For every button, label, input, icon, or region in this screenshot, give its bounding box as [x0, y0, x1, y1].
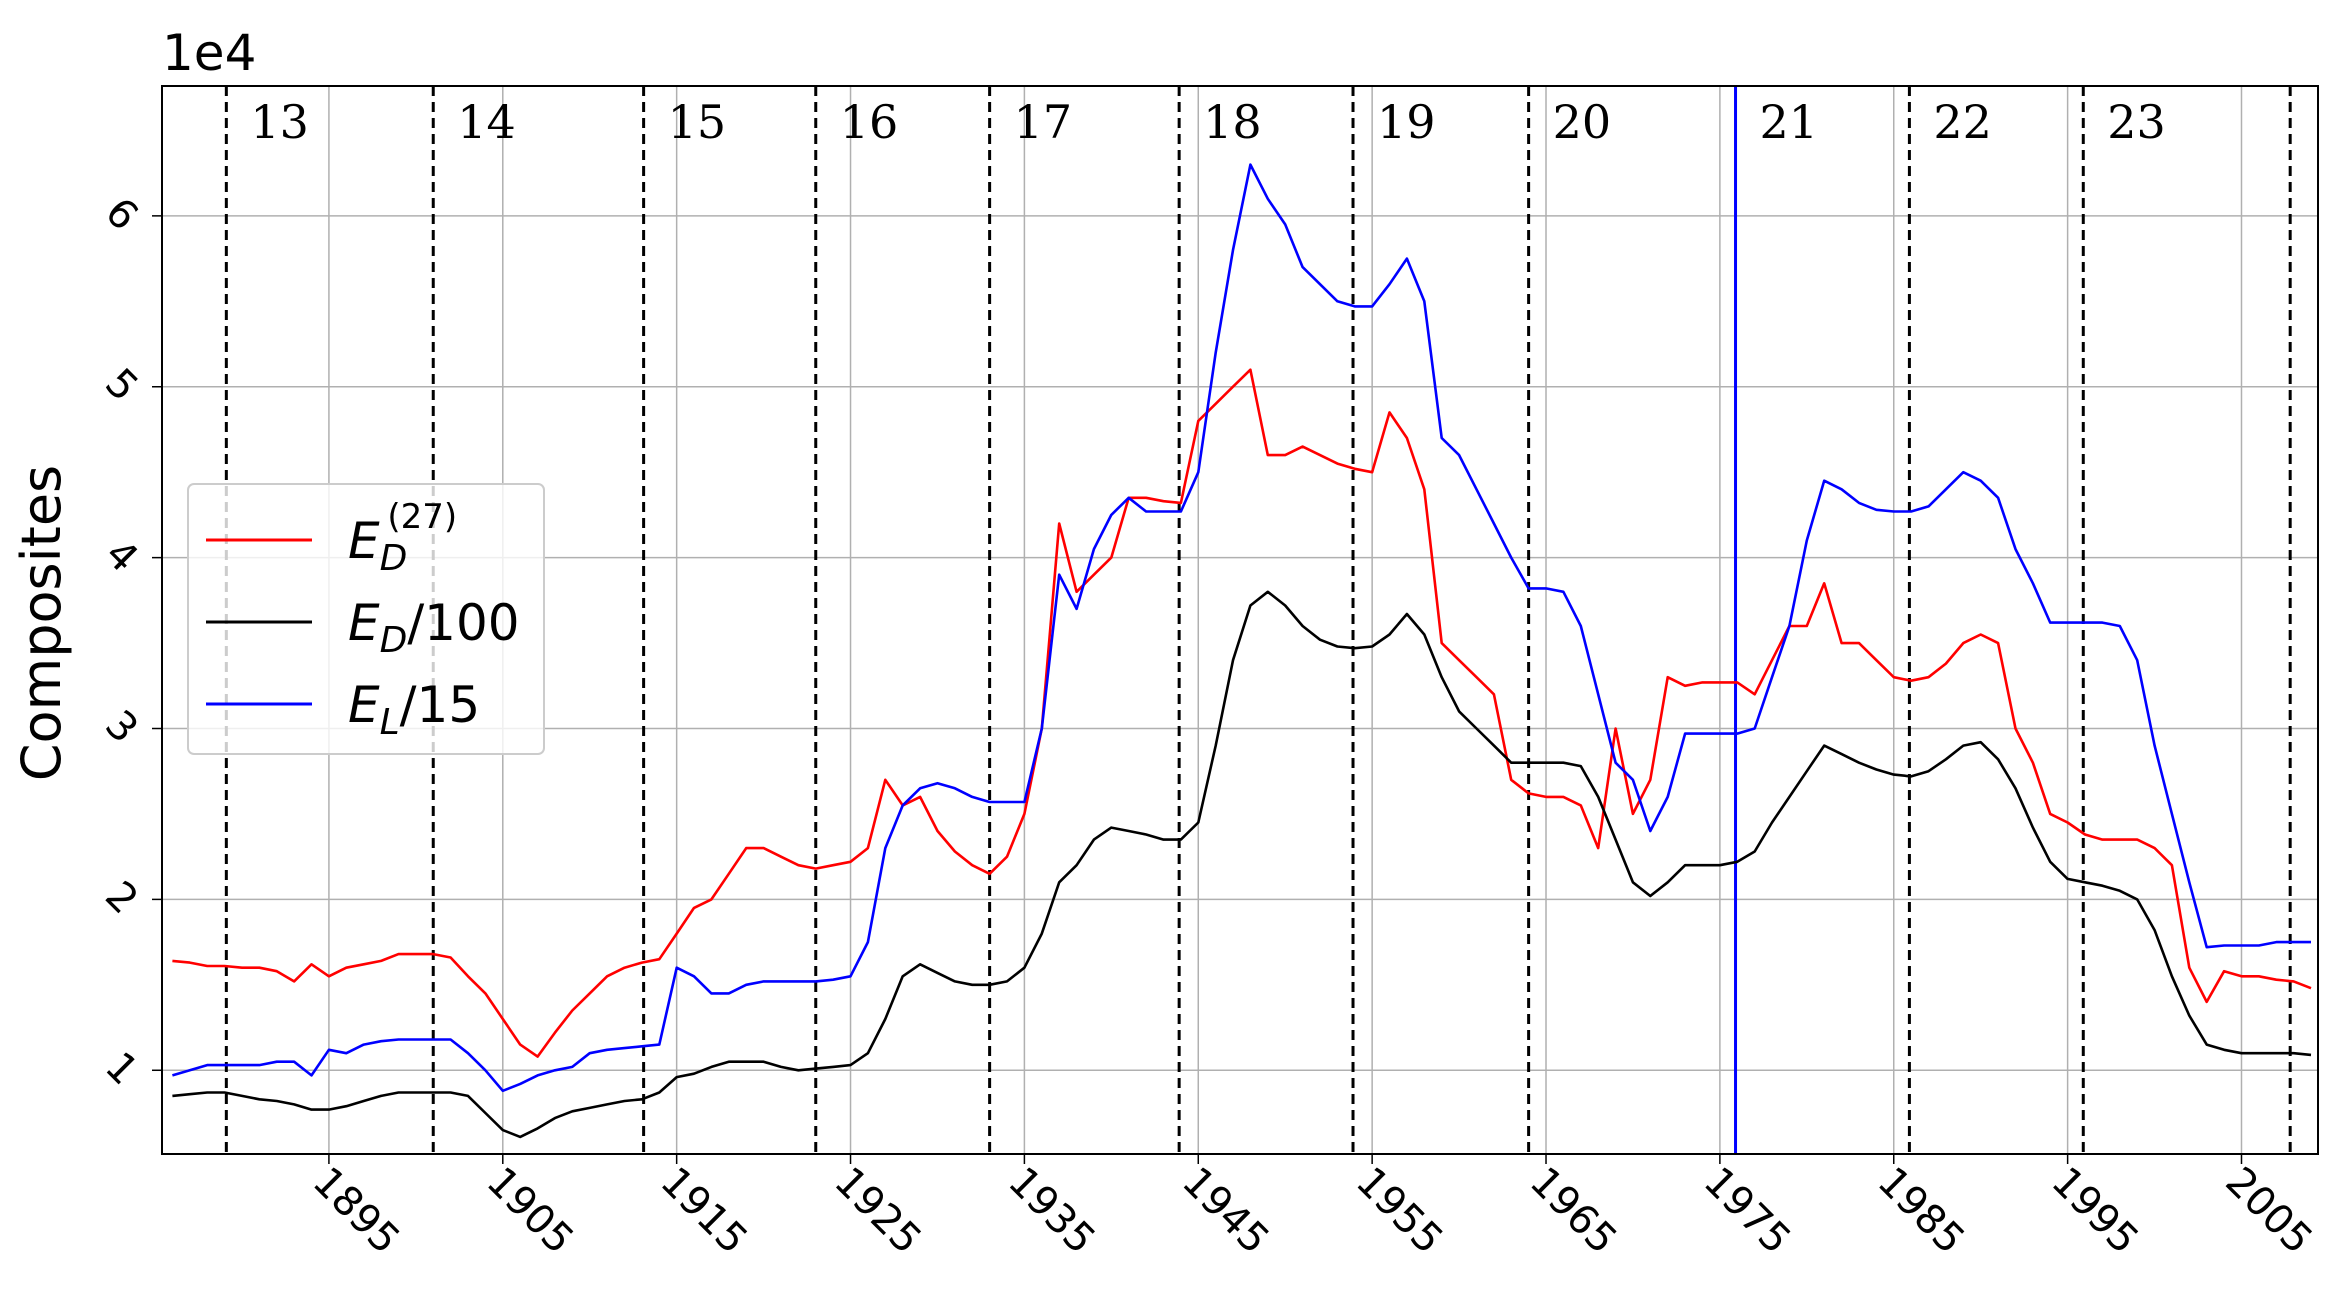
cycle-label: 16 [840, 95, 899, 149]
series-line [172, 590, 2312, 1139]
legend-label: EL/15 [348, 676, 480, 743]
cycle-label: 15 [668, 95, 727, 149]
legend-label: ED(27) [348, 497, 457, 579]
cycle-label: 22 [1933, 95, 1992, 149]
series-line [172, 368, 2312, 1058]
axes-frame [161, 85, 2319, 1155]
cycle-label: 14 [457, 95, 516, 149]
cycle-label: 18 [1203, 95, 1262, 149]
legend-box [187, 483, 545, 755]
legend-label: ED/100 [348, 594, 520, 661]
cycle-label: 17 [1014, 95, 1073, 149]
cycle-label: 13 [250, 95, 309, 149]
cycle-label: 23 [2107, 95, 2166, 149]
cycle-label: 20 [1553, 95, 1612, 149]
cycle-label: 21 [1760, 95, 1819, 149]
y-axis-label: Composites [10, 465, 73, 781]
series-line [172, 163, 2311, 1093]
cycle-label: 19 [1377, 95, 1436, 149]
offset-label: 1e4 [162, 24, 256, 82]
